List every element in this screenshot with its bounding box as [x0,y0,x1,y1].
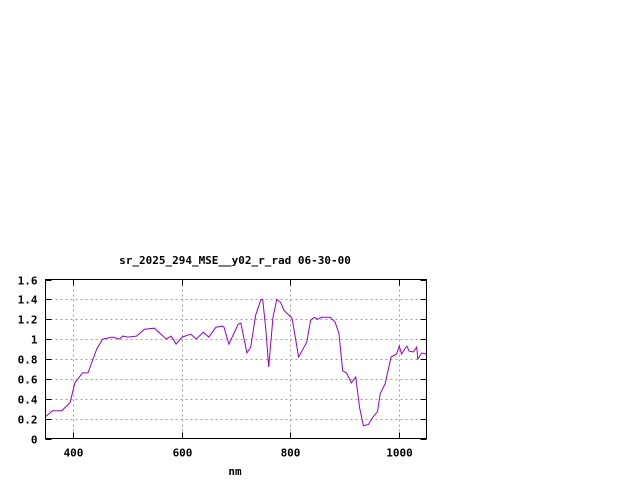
y-tick-label: 0 [31,434,38,447]
y-tick-label: 1.6 [18,275,38,288]
y-tick-label: 1.4 [18,294,38,307]
x-axis-label: nm [228,465,242,478]
y-tick-label: 1 [31,334,38,347]
y-tick-label: 0.4 [18,394,38,407]
plot-border [45,279,427,439]
y-tick-label: 0.6 [18,374,38,387]
grid [45,279,427,439]
chart-title: sr_2025_294_MSE__y02_r_rad 06-30-00 [119,254,351,267]
series-line [45,298,427,427]
x-tick-label: 1000 [386,447,413,460]
y-tick-label: 0.2 [18,414,38,427]
x-tick-label: 800 [281,447,301,460]
x-tick-label: 400 [64,447,84,460]
y-tick-label: 1.2 [18,314,38,327]
y-tick-label: 0.8 [18,354,38,367]
x-tick-label: 600 [173,447,193,460]
axis-ticks: 0 0.2 0.4 0.6 0.8 1 1.2 1.4 1.6 400 600 800 1000 [18,275,427,460]
